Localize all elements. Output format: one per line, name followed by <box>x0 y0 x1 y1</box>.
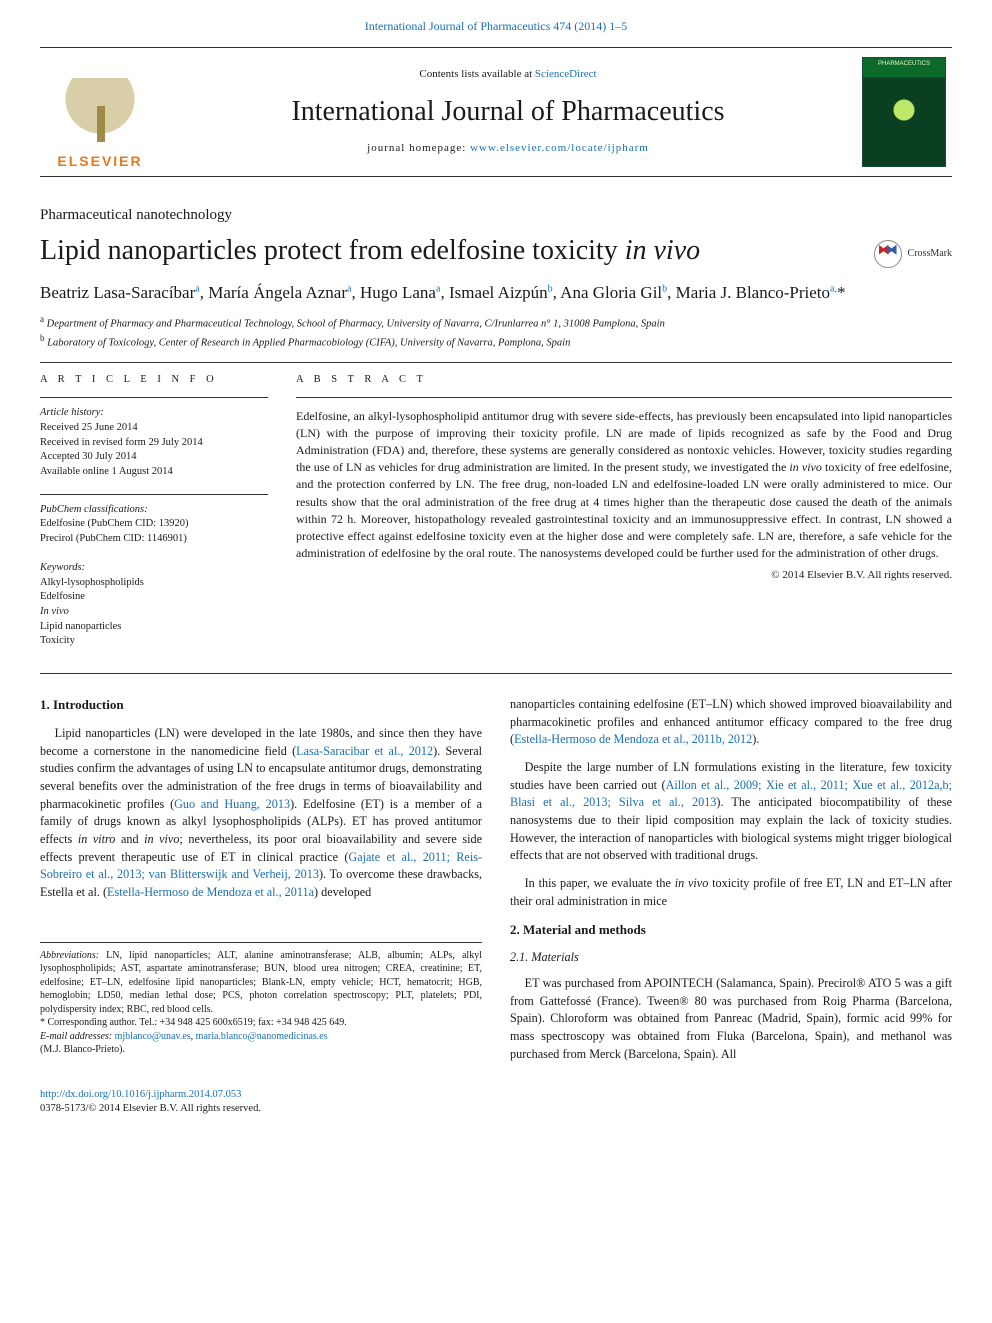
ref-link[interactable]: Aillon et al., 2009; Xie et al., 2011; X… <box>510 778 952 810</box>
citation-link[interactable]: International Journal of Pharmaceutics 4… <box>365 19 628 33</box>
header-citation: International Journal of Pharmaceutics 4… <box>0 0 992 47</box>
sciencedirect-link[interactable]: ScienceDirect <box>535 68 597 80</box>
corr-label: * Corresponding author. <box>40 1017 139 1028</box>
body-col-left: 1. Introduction Lipid nanoparticles (LN)… <box>40 696 482 1074</box>
article-info-heading: A R T I C L E I N F O <box>40 373 268 388</box>
abbrev-text: LN, lipid nanoparticles; ALT, alanine am… <box>40 950 482 1015</box>
intro-paragraph: Lipid nanoparticles (LN) were developed … <box>40 725 482 902</box>
body-columns: 1. Introduction Lipid nanoparticles (LN)… <box>40 696 952 1074</box>
article-section: Pharmaceutical nanotechnology <box>40 205 952 226</box>
materials-methods-heading: 2. Material and methods <box>510 921 952 940</box>
publisher-name: ELSEVIER <box>57 152 142 172</box>
doi-link[interactable]: http://dx.doi.org/10.1016/j.ijpharm.2014… <box>40 1089 241 1100</box>
pubchem-line: Edelfosine (PubChem CID: 13920) <box>40 517 268 532</box>
homepage-link[interactable]: www.elsevier.com/locate/ijpharm <box>470 142 649 154</box>
affiliation-b: b Laboratory of Toxicology, Center of Re… <box>40 332 952 351</box>
keyword: Lipid nanoparticles <box>40 620 268 635</box>
body-paragraph: nanoparticles containing edelfosine (ET–… <box>510 696 952 749</box>
keyword: Alkyl-lysophospholipids <box>40 576 268 591</box>
keywords-label: Keywords: <box>40 561 268 576</box>
email-attribution: (M.J. Blanco-Prieto). <box>40 1043 482 1057</box>
homepage-line: journal homepage: www.elsevier.com/locat… <box>168 141 848 156</box>
body-col-right: nanoparticles containing edelfosine (ET–… <box>510 696 952 1074</box>
issn-copyright: 0378-5173/© 2014 Elsevier B.V. All right… <box>40 1102 952 1117</box>
cover-thumbnail: PHARMACEUTICS <box>862 57 946 167</box>
materials-subheading: 2.1. Materials <box>510 949 952 967</box>
affiliation-b-text: Laboratory of Toxicology, Center of Rese… <box>47 338 570 349</box>
title-italic: in vivo <box>625 235 700 266</box>
homepage-prefix: journal homepage: <box>367 142 470 154</box>
abbrev-label: Abbreviations: <box>40 950 99 961</box>
footnotes: Abbreviations: LN, lipid nanoparticles; … <box>40 942 482 1057</box>
history-line: Available online 1 August 2014 <box>40 465 268 480</box>
abstract-copyright: © 2014 Elsevier B.V. All rights reserved… <box>296 568 952 583</box>
ref-link[interactable]: Estella-Hermoso de Mendoza et al., 2011b… <box>514 732 752 746</box>
journal-cover: PHARMACEUTICS <box>856 48 952 176</box>
affiliation-a: a Department of Pharmacy and Pharmaceuti… <box>40 313 952 332</box>
email-link[interactable]: maria.blanco@nanomedicinas.es <box>196 1031 328 1042</box>
ref-link[interactable]: Gajate et al., 2011; Reis-Sobreiro et al… <box>40 850 482 882</box>
crossmark-label: CrossMark <box>908 247 952 261</box>
doi-block: http://dx.doi.org/10.1016/j.ijpharm.2014… <box>40 1088 952 1117</box>
intro-heading: 1. Introduction <box>40 696 482 715</box>
corr-text: Tel.: +34 948 425 600x6519; fax: +34 948… <box>139 1017 347 1028</box>
abstract: A B S T R A C T Edelfosine, an alkyl-lys… <box>296 373 952 663</box>
ref-link[interactable]: Estella-Hermoso de Mendoza et al., 2011a <box>107 885 314 899</box>
publisher-logo: ELSEVIER <box>40 48 160 176</box>
article-info: A R T I C L E I N F O Article history: R… <box>40 373 268 663</box>
body-paragraph: Despite the large number of LN formulati… <box>510 759 952 865</box>
masthead: ELSEVIER Contents lists available at Sci… <box>40 47 952 177</box>
affiliations: a Department of Pharmacy and Pharmaceuti… <box>40 313 952 351</box>
pubchem-label: PubChem classifications: <box>40 503 268 518</box>
history-line: Accepted 30 July 2014 <box>40 450 268 465</box>
contents-prefix: Contents lists available at <box>419 68 534 80</box>
email-line: E-mail addresses: mjblanco@unav.es, mari… <box>40 1030 482 1044</box>
body-paragraph: In this paper, we evaluate the in vivo t… <box>510 875 952 910</box>
keyword-italic: In vivo <box>40 606 69 617</box>
abbreviations: Abbreviations: LN, lipid nanoparticles; … <box>40 949 482 1017</box>
masthead-center: Contents lists available at ScienceDirec… <box>160 48 856 176</box>
corresponding-author: * Corresponding author. Tel.: +34 948 42… <box>40 1016 482 1030</box>
abstract-heading: A B S T R A C T <box>296 373 952 388</box>
email-link[interactable]: mjblanco@unav.es <box>115 1031 191 1042</box>
author-list: Beatriz Lasa-Saracíbara, María Ángela Az… <box>40 280 952 306</box>
pubchem-block: PubChem classifications: Edelfosine (Pub… <box>40 503 268 547</box>
paper-title: Lipid nanoparticles protect from edelfos… <box>40 234 874 268</box>
ref-link[interactable]: Guo and Huang, 2013 <box>174 797 290 811</box>
divider <box>40 673 952 674</box>
affiliation-a-text: Department of Pharmacy and Pharmaceutica… <box>47 319 665 330</box>
history-label: Article history: <box>40 406 268 421</box>
email-label: E-mail addresses: <box>40 1031 115 1042</box>
materials-paragraph: ET was purchased from APOINTECH (Salaman… <box>510 975 952 1063</box>
elsevier-tree-icon <box>60 78 140 148</box>
pubchem-line: Precirol (PubChem CID: 1146901) <box>40 532 268 547</box>
contents-line: Contents lists available at ScienceDirec… <box>168 67 848 82</box>
title-text: Lipid nanoparticles protect from edelfos… <box>40 235 625 266</box>
cover-label: PHARMACEUTICS <box>863 60 945 68</box>
divider <box>40 362 952 363</box>
history-line: Received in revised form 29 July 2014 <box>40 436 268 451</box>
keyword: In vivo <box>40 605 268 620</box>
abstract-text: Edelfosine, an alkyl-lysophospholipid an… <box>296 408 952 561</box>
history-block: Article history: Received 25 June 2014 R… <box>40 406 268 479</box>
crossmark-icon <box>874 240 902 268</box>
keyword: Toxicity <box>40 634 268 649</box>
journal-name: International Journal of Pharmaceutics <box>168 92 848 131</box>
ref-link[interactable]: Lasa-Saracibar et al., 2012 <box>296 744 433 758</box>
crossmark-badge[interactable]: CrossMark <box>874 240 952 268</box>
keywords-block: Keywords: Alkyl-lysophospholipids Edelfo… <box>40 561 268 649</box>
history-line: Received 25 June 2014 <box>40 421 268 436</box>
keyword: Edelfosine <box>40 590 268 605</box>
